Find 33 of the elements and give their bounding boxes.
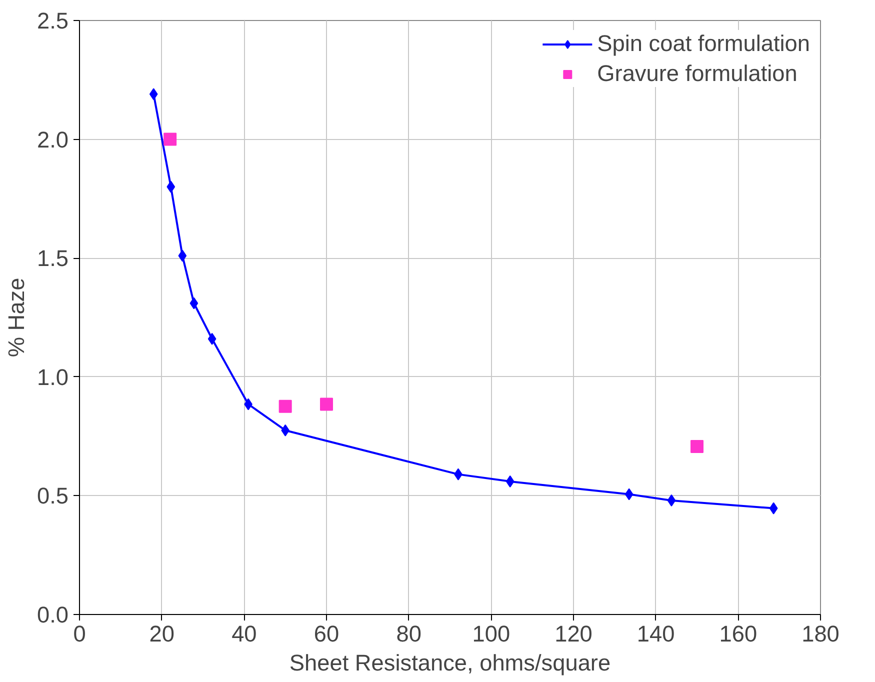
y-tick-label: 1.5: [37, 245, 69, 272]
point: [506, 475, 514, 488]
y-tick-label: 1.0: [37, 364, 69, 390]
legend-label: Spin coat formulation: [597, 30, 810, 57]
x-tick-label: 80: [396, 620, 422, 646]
y-tick-label: 2.5: [37, 8, 69, 34]
x-tick-label: 120: [554, 620, 592, 646]
point: [624, 488, 634, 500]
y-axis-title: % Haze: [3, 278, 30, 358]
y-tick-label: 2.0: [37, 126, 69, 152]
point: [690, 440, 704, 454]
x-tick-label: 140: [636, 620, 675, 646]
point: [278, 400, 292, 413]
x-tick-label: 40: [232, 620, 257, 646]
point: [208, 332, 216, 345]
point: [769, 502, 778, 514]
point: [667, 494, 676, 506]
point: [320, 398, 333, 411]
x-tick-label: 0: [73, 620, 86, 646]
point: [166, 180, 176, 193]
y-tick-label: 0.0: [37, 602, 69, 628]
point: [164, 132, 177, 146]
x-tick-label: 100: [472, 620, 510, 646]
legend-label: Gravure formulation: [597, 60, 798, 87]
point: [178, 250, 187, 262]
x-tick-label: 160: [719, 620, 758, 646]
x-tick-label: 20: [149, 620, 174, 646]
y-tick-label: 0.5: [37, 482, 69, 509]
x-tick-label: 60: [314, 620, 340, 646]
point: [190, 297, 198, 310]
point: [149, 88, 158, 100]
x-tick-label: 180: [802, 620, 840, 646]
x-axis-title: Sheet Resistance, ohms/square: [289, 650, 611, 676]
